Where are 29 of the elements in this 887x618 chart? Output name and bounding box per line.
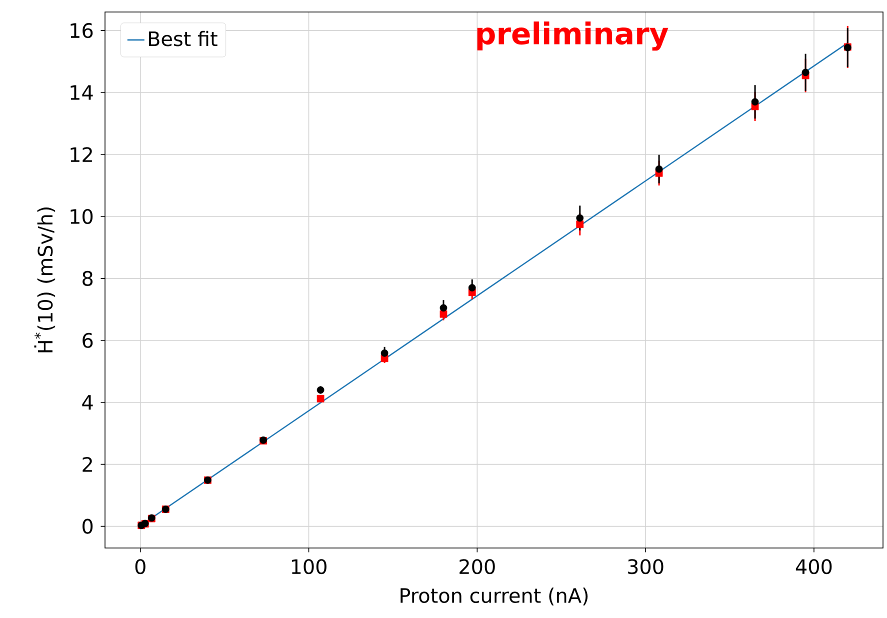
y-axis-title: Ḣ$^{*}$(10) (mSv/h) [34,208,56,352]
y-tick-label: 0 [82,518,93,534]
point [576,220,584,228]
y-tick-label: 8 [82,270,93,286]
point [380,349,388,357]
point [751,98,759,106]
y-tick-label: 16 [70,23,93,38]
x-axis-title: Proton current (nA) [400,588,588,606]
x-tick-label: 100 [292,559,326,574]
annotation: preliminary [477,22,668,51]
legend-label: Best fit [148,30,218,46]
point [316,394,324,402]
y-tick-label: 2 [82,456,92,472]
y-tick-label: 14 [70,85,93,100]
y-tick-label: 6 [82,332,93,348]
y-tick-label: 10 [70,208,93,224]
y-tick-label: 4 [82,395,93,410]
point [468,284,476,292]
x-tick-label: 400 [796,559,832,574]
point [440,310,448,318]
x-tick-label: 0 [135,559,146,574]
point [576,214,584,222]
point [655,165,663,173]
y-tick-label: 12 [70,147,92,162]
point [316,386,324,394]
point [802,68,810,76]
point [440,304,448,312]
x-tick-label: 300 [628,559,664,574]
x-tick-label: 200 [460,559,495,574]
